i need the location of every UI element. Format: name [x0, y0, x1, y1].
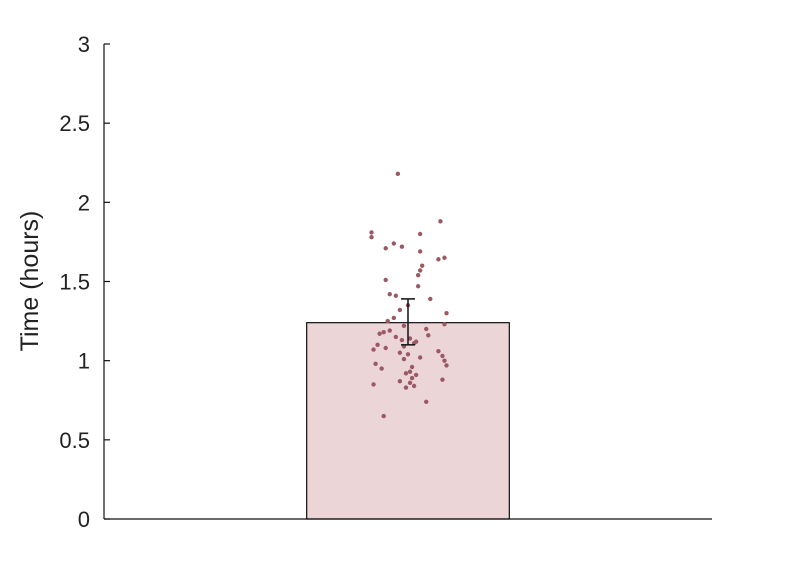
- plot-area: [306, 171, 510, 520]
- data-point: [413, 372, 419, 378]
- data-point: [399, 244, 405, 249]
- data-point: [407, 369, 413, 374]
- data-point: [381, 329, 386, 335]
- data-point: [375, 342, 380, 348]
- data-point: [417, 268, 423, 273]
- data-point: [387, 291, 392, 297]
- data-point: [381, 413, 386, 419]
- data-point: [442, 358, 447, 363]
- data-point: [379, 366, 384, 371]
- data-point: [377, 331, 382, 336]
- data-point: [383, 345, 388, 351]
- data-point: [399, 337, 405, 343]
- data-point: [383, 246, 388, 251]
- data-point: [405, 352, 411, 357]
- data-point: [385, 318, 390, 324]
- data-point: [409, 364, 415, 370]
- data-point: [444, 363, 449, 368]
- data-point: [371, 347, 376, 352]
- data-point: [397, 307, 403, 313]
- axes: 0 0.5 1 1.5 2 2.5 3: [59, 32, 712, 532]
- data-point: [440, 353, 445, 359]
- y-axis-label: Time (hours): [16, 211, 44, 352]
- data-point: [415, 284, 421, 289]
- data-point: [444, 310, 449, 316]
- data-point: [387, 328, 392, 333]
- data-point: [419, 263, 425, 268]
- data-point: [409, 375, 415, 381]
- data-point: [417, 231, 423, 237]
- data-point: [373, 361, 378, 367]
- data-point: [438, 219, 443, 224]
- y-tick-label: 0: [78, 507, 90, 532]
- data-point: [383, 277, 388, 283]
- data-point: [393, 334, 399, 340]
- data-point: [442, 255, 447, 260]
- data-point: [428, 296, 433, 302]
- data-point: [407, 336, 413, 341]
- data-point: [391, 241, 397, 246]
- data-point: [401, 356, 407, 362]
- data-point: [440, 377, 445, 382]
- y-tick-label: 1: [78, 349, 90, 374]
- data-point: [401, 323, 407, 329]
- y-tick-label: 2.5: [59, 111, 90, 136]
- data-point: [403, 371, 409, 376]
- data-point: [395, 171, 401, 177]
- data-point: [411, 383, 417, 389]
- y-tick-label: 1.5: [59, 270, 90, 295]
- data-point: [424, 326, 429, 332]
- data-point: [424, 399, 429, 405]
- data-point: [436, 348, 441, 354]
- data-point: [417, 355, 423, 360]
- bar: [306, 322, 510, 520]
- data-point: [415, 272, 421, 278]
- y-tick-label: 2: [78, 190, 90, 215]
- y-tick-label: 3: [78, 32, 90, 57]
- data-point: [393, 293, 399, 298]
- y-tick-label: 0.5: [59, 428, 90, 453]
- data-point: [407, 380, 413, 386]
- data-point: [403, 385, 409, 390]
- data-point: [369, 234, 374, 240]
- data-point: [391, 315, 397, 321]
- data-point: [371, 382, 376, 387]
- data-point: [436, 257, 441, 262]
- data-point: [369, 230, 374, 235]
- data-point: [397, 350, 403, 355]
- data-point: [397, 379, 403, 384]
- data-point: [426, 333, 431, 338]
- data-point: [417, 249, 423, 254]
- data-point: [442, 322, 447, 327]
